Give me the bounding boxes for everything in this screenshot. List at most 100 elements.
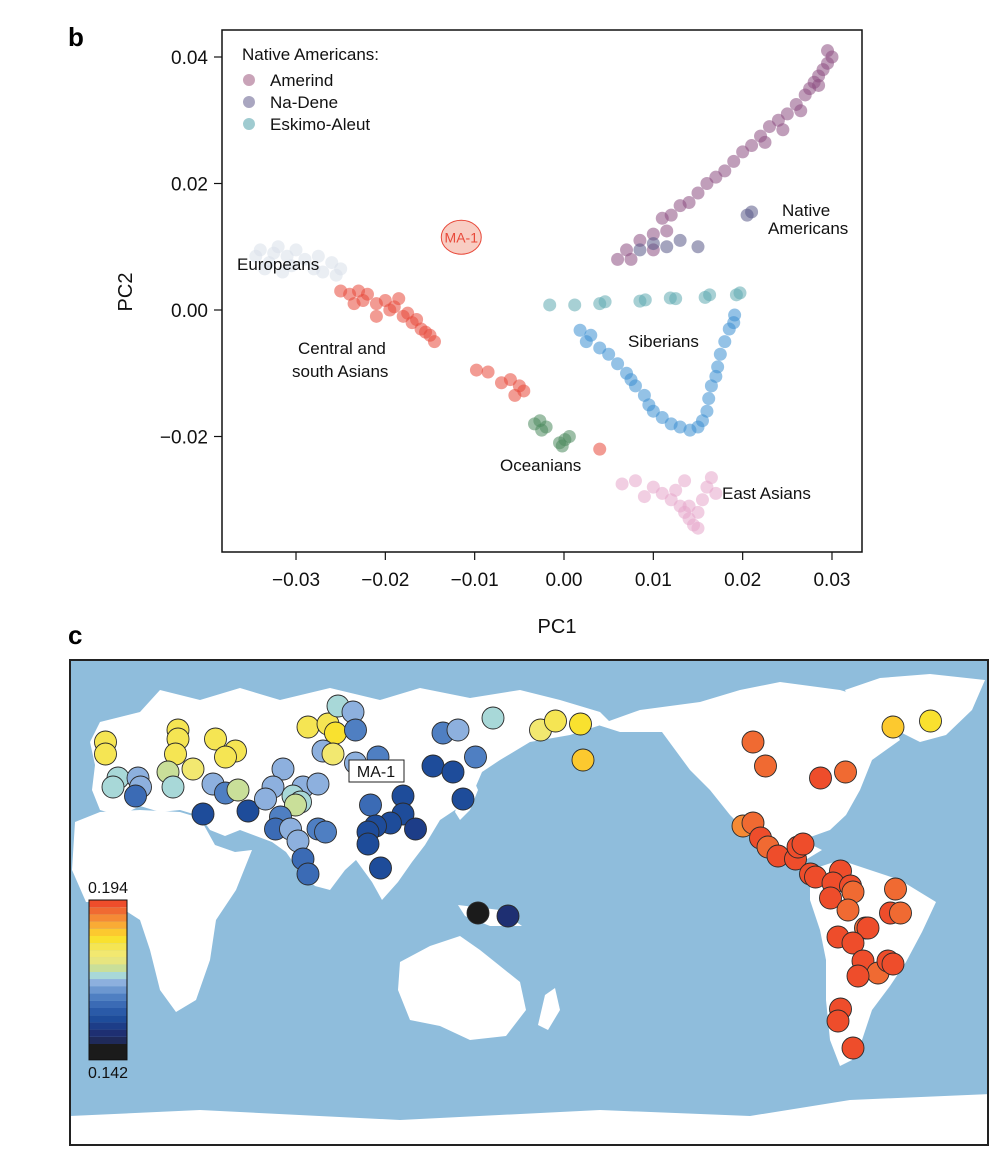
legend-marker-amerind — [243, 74, 255, 86]
label-siberians: Siberians — [628, 332, 699, 351]
map-site-marker — [296, 862, 320, 886]
map-site-marker — [101, 775, 125, 799]
x-tick-label: 0.02 — [724, 570, 761, 591]
plot-frame — [221, 29, 863, 553]
point-east-asians — [678, 474, 692, 488]
point-amerind — [691, 186, 705, 200]
map-site-marker — [466, 901, 490, 925]
point-amerind — [758, 135, 772, 149]
map-site-marker — [884, 877, 907, 901]
legend: Native Americans: Amerind Na-Dene Eskimo… — [242, 45, 379, 134]
north-america — [598, 682, 900, 862]
map-site-marker — [834, 760, 857, 784]
map-site-marker — [226, 778, 250, 802]
colorbar-band — [89, 1044, 127, 1060]
map-site-marker — [321, 742, 345, 766]
point-na-dene — [646, 237, 660, 251]
label-east-asians: East Asians — [722, 484, 811, 503]
label-native-americans-1: Native — [782, 201, 830, 220]
map-site-marker — [344, 718, 367, 742]
colorbar-band — [89, 907, 127, 915]
map-site-marker — [356, 832, 380, 856]
point-east-asians — [682, 499, 696, 513]
colorbar-band — [89, 957, 127, 965]
label-central-south-asians-1: Central and — [298, 339, 386, 358]
y-axis: 0.04 0.02 0.00 −0.02 — [160, 48, 222, 449]
map-site-marker — [181, 757, 205, 781]
map-site-marker — [284, 793, 307, 817]
ma1-marker: MA-1 — [440, 219, 482, 255]
map-site-marker — [124, 784, 147, 808]
map-site-marker — [889, 901, 912, 925]
point-amerind — [682, 195, 696, 209]
point-oceanians — [562, 430, 576, 443]
point-east-asians — [628, 474, 642, 488]
point-amerind — [727, 154, 741, 168]
ma1-label: MA-1 — [445, 229, 479, 245]
x-axis: −0.03 −0.02 −0.01 0.00 0.01 0.02 0.03 — [272, 552, 850, 591]
colorbar-frame — [88, 899, 128, 1061]
point-europeans — [311, 249, 325, 263]
point-siberians — [713, 347, 727, 361]
map-ma1-callout: MA-1 — [348, 759, 405, 783]
colorbar-band — [89, 1036, 127, 1044]
colorbar-band — [89, 979, 127, 987]
point-amerind — [794, 104, 808, 118]
point-amerind — [812, 78, 826, 92]
map-sites — [94, 694, 942, 1060]
colorbar-band — [89, 950, 127, 958]
pca-plot: −0.03 −0.02 −0.01 0.00 0.01 0.02 0.03 0.04 0.02… — [115, 29, 863, 638]
point-siberians — [573, 323, 587, 337]
y-tick-label: 0.02 — [171, 175, 208, 196]
point-europeans — [271, 240, 285, 254]
point-east-asians — [637, 490, 651, 504]
panel-label-c: c — [68, 620, 82, 650]
panel-label-b: b — [68, 22, 84, 52]
colorbar-band — [89, 1029, 127, 1037]
point-siberians — [628, 379, 642, 393]
colorbar-band — [89, 900, 127, 908]
point-east-asians — [704, 471, 718, 485]
point-na-dene — [660, 240, 674, 254]
colorbar-band — [89, 1008, 127, 1016]
map-site-marker — [881, 715, 905, 739]
x-tick-label: −0.02 — [361, 570, 409, 591]
point-oceanians — [539, 420, 553, 434]
point-siberians — [611, 357, 625, 371]
point-central-and-south-asians — [469, 363, 483, 377]
point-eskimo-aleut — [638, 293, 652, 307]
new-zealand — [538, 988, 560, 1030]
map-site-marker — [846, 964, 870, 988]
pca-points — [249, 44, 839, 535]
map-site-marker — [881, 952, 905, 976]
colorbar-band — [89, 936, 127, 944]
colorbar-band — [89, 964, 127, 972]
label-central-south-asians-2: south Asians — [292, 362, 388, 381]
ma1-callout-label: MA-1 — [357, 764, 395, 781]
colorbar-band — [89, 972, 127, 980]
point-east-asians — [669, 483, 683, 497]
point-oceanians — [555, 439, 569, 453]
map-site-marker — [919, 709, 942, 733]
point-central-and-south-asians — [392, 292, 406, 306]
africa — [72, 810, 252, 1012]
map-site-marker — [464, 745, 487, 769]
legend-marker-eskimo-aleut — [243, 118, 255, 130]
colorbar-band — [89, 928, 127, 936]
ma1-ellipse — [440, 219, 482, 255]
point-amerind — [633, 233, 647, 247]
point-amerind — [776, 123, 790, 137]
x-axis-label: PC1 — [538, 616, 577, 638]
point-europeans — [258, 262, 272, 276]
map-site-marker — [446, 718, 470, 742]
point-europeans — [276, 265, 290, 279]
point-amerind — [660, 224, 674, 238]
point-eskimo-aleut — [543, 298, 557, 312]
point-central-and-south-asians — [347, 297, 361, 311]
map-site-marker — [359, 793, 382, 817]
label-oceanians: Oceanians — [500, 456, 581, 475]
map-site-marker — [569, 712, 592, 736]
legend-marker-na-dene — [243, 96, 255, 108]
point-central-and-south-asians — [427, 335, 441, 349]
